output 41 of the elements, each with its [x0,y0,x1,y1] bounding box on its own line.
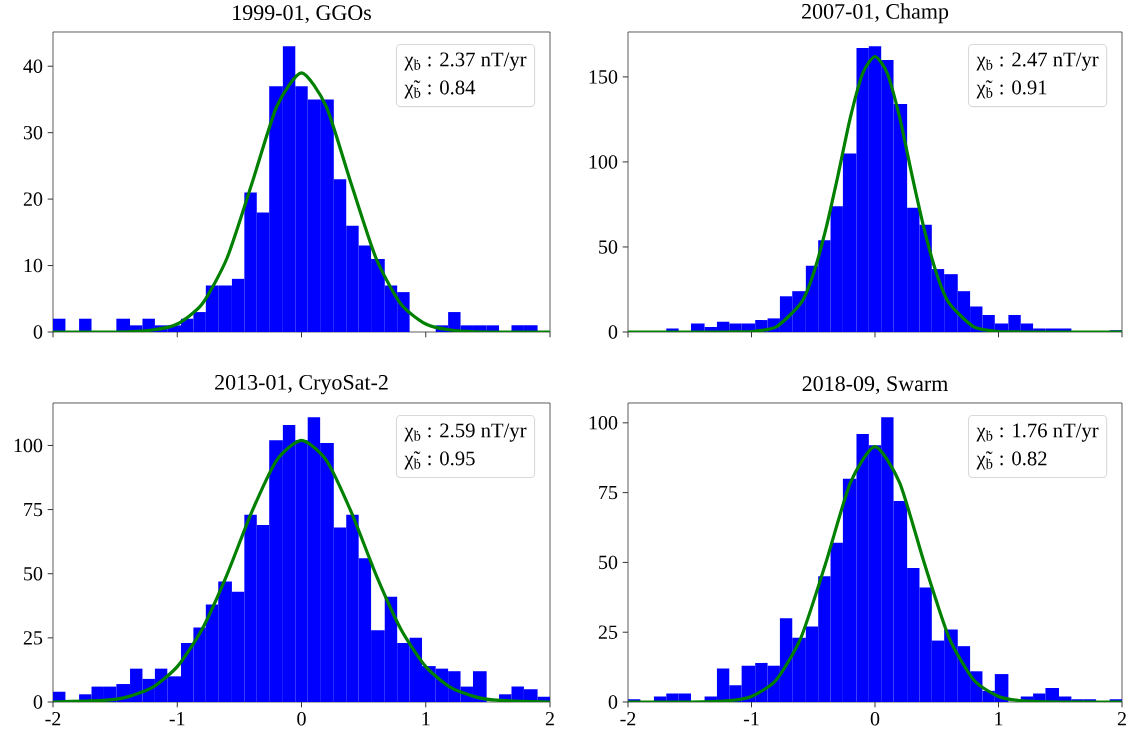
y-tick-label: 40 [23,59,43,73]
y-tick-label: 50 [24,566,43,581]
y-tick-label: 50 [599,555,618,570]
chart-title: 2018-09, Swarm [802,376,948,395]
y-tick-label: 20 [23,192,43,206]
annotation: χ$_{ḃ}$ : 2.47 nT/yr [976,52,1099,71]
annotation: χ$_{ḃ}$ : 2.59 nT/yr [404,423,527,442]
x-tick-label: 1 [422,712,430,726]
chart-title: 2013-01, CryoSat-2 [215,374,388,395]
y-tick-label: 75 [599,485,618,500]
y-tick-label: 10 [24,258,43,273]
annotation: χ$_{ḃ}$ : 2.37 nT/yr [404,52,527,71]
annotation: χ̃$_{ḃ}$ : 0.95 [404,451,475,470]
annotation: χ̃$_{ḃ}$ : 0.91 [976,80,1047,99]
chart-title: 2007-01, Champ [802,3,949,24]
x-tick-label: -1 [169,712,185,726]
annotation: χ̃$_{ḃ}$ : 0.82 [976,451,1047,470]
x-tick-label: 0 [297,712,306,726]
x-tick-label: 1 [995,712,1003,726]
y-tick-label: 50 [599,240,618,254]
x-tick-label: 2 [1117,712,1126,726]
y-tick-label: 100 [14,438,43,453]
y-tick-label: 75 [24,502,43,517]
x-tick-label: -2 [620,712,636,726]
annotation: χ$_{ḃ}$ : 1.76 nT/yr [976,423,1099,442]
y-tick-label: 25 [23,631,43,645]
y-tick-label: 100 [589,416,618,430]
annotation: χ̃$_{ḃ}$ : 0.84 [404,80,476,99]
y-tick-label: 0 [608,325,618,339]
chart-title: 1999-01, GGOs [233,5,371,24]
y-tick-label: 30 [23,125,43,140]
y-tick-label: 25 [598,625,618,639]
x-tick-label: 0 [870,712,880,726]
x-tick-label: -2 [45,712,61,726]
x-tick-label: 2 [545,712,554,726]
y-tick-label: 150 [589,70,618,84]
y-tick-label: 0 [608,695,618,709]
y-tick-label: 0 [33,695,43,709]
x-tick-label: -1 [743,712,759,726]
y-tick-label: 0 [33,325,43,339]
y-tick-label: 100 [589,155,618,169]
